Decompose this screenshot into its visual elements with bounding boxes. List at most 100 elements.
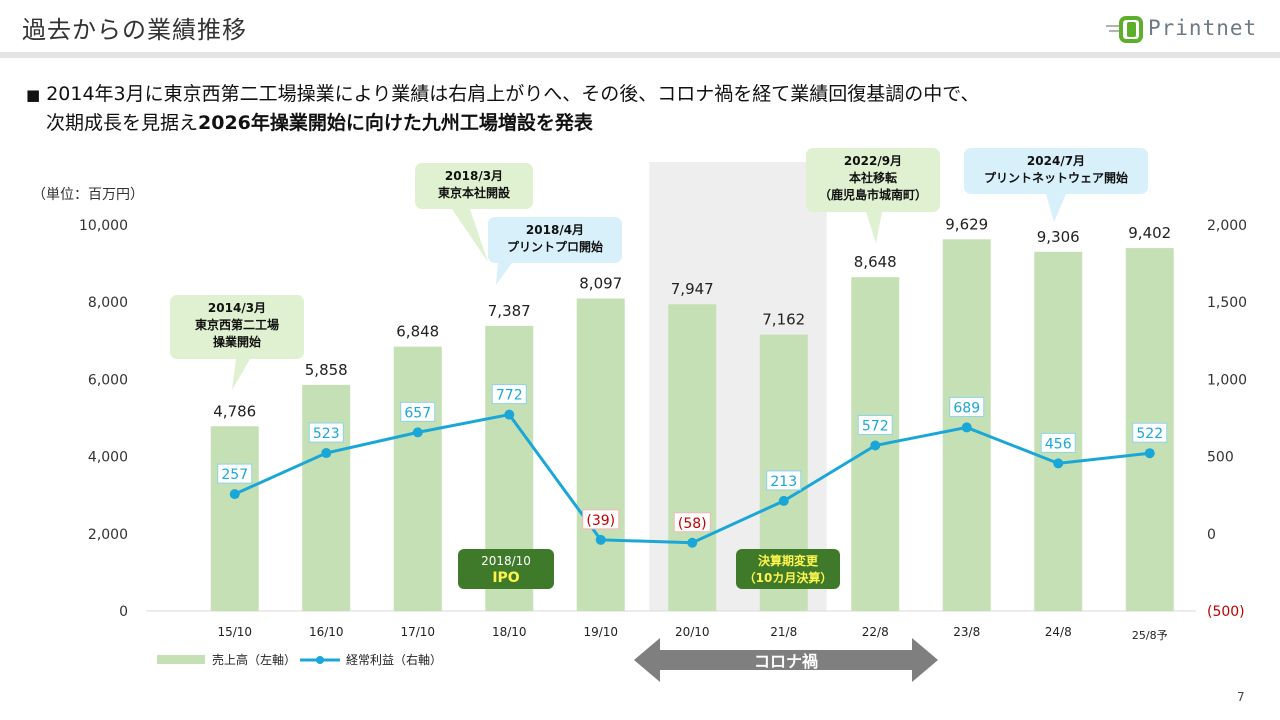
ordinary-profit-point (1053, 458, 1064, 469)
revenue-data-label: 4,786 (213, 402, 256, 420)
category-tick-label: 25/8予 (1132, 629, 1168, 642)
profit-data-label: 689 (953, 400, 980, 416)
callout-text-line: 東京西第二工場 (194, 318, 279, 332)
callout-text-line: （鹿児島市城南町） (818, 188, 927, 202)
milestone-callout: 2022/9月 本社移転 （鹿児島市城南町） (806, 148, 940, 212)
ordinary-profit-point (229, 489, 240, 500)
category-tick-label: 15/10 (217, 625, 252, 639)
covid-double-arrow (634, 638, 938, 682)
ordinary-profit-point (321, 448, 332, 459)
right-axis-tick-label: 1,000 (1207, 372, 1247, 388)
category-tick-label: 17/10 (400, 625, 435, 639)
profit-data-label: 257 (221, 467, 248, 483)
callout-pointer (496, 263, 512, 285)
left-axis-tick-label: 4,000 (88, 450, 128, 466)
right-axis-tick-label: 2,000 (1207, 218, 1247, 234)
profit-label-box (582, 509, 620, 530)
revenue-bar (1034, 251, 1083, 612)
profit-data-label: 657 (404, 405, 431, 421)
left-axis-tick-label: 10,000 (79, 218, 128, 234)
callout-text-line: 2018/3月 (444, 169, 504, 183)
callout-text-line: プリントプロ開始 (506, 240, 603, 254)
ipo-badge: 2018/10 IPO (458, 549, 554, 589)
ordinary-profit-point (412, 427, 423, 438)
profit-label-box (766, 470, 802, 491)
page-number: 7 (1237, 690, 1245, 704)
covid-label: コロナ禍 (754, 652, 818, 671)
printnet-logo: Printnet (1106, 12, 1266, 46)
callout-text-line: 操業開始 (212, 335, 261, 349)
callout-text-line: 2018/4月 (525, 223, 585, 237)
ordinary-profit-point (687, 537, 698, 548)
revenue-data-label: 9,402 (1128, 224, 1171, 242)
headline-line-1: 2014年3月に東京西第二工場操業により業績は右肩上がりへ、その後、コロナ禍を経… (46, 83, 980, 105)
category-tick-label: 22/8 (862, 625, 889, 639)
logo-mark-icon (1106, 16, 1143, 43)
revenue-bar (210, 426, 259, 611)
category-tick-label: 19/10 (583, 625, 618, 639)
right-axis-tick-label: 1,500 (1207, 295, 1247, 311)
revenue-bar (576, 298, 625, 611)
milestone-callout: 2014/3月 東京西第二工場 操業開始 (170, 295, 304, 359)
category-tick-label: 16/10 (309, 625, 344, 639)
logo-text: Printnet (1148, 16, 1258, 40)
right-axis-tick-label: (500) (1207, 604, 1245, 620)
profit-data-label: 572 (862, 418, 889, 434)
legend-profit-label: 経常利益（右軸） (346, 652, 442, 667)
revenue-data-label: 8,097 (579, 274, 622, 292)
profit-data-label: (58) (678, 516, 707, 532)
profit-label-box (949, 396, 985, 417)
ordinary-profit-point (595, 534, 606, 545)
callout-text-line: 本社移転 (848, 171, 897, 185)
revenue-bar (668, 304, 717, 611)
profit-data-label: 213 (770, 474, 797, 490)
callout-pointer (1046, 194, 1066, 222)
milestone-callout: 2018/3月 東京本社開設 (415, 163, 533, 209)
revenue-data-label: 9,306 (1037, 228, 1080, 246)
profit-data-label: 523 (313, 426, 340, 442)
ordinary-profit-point (504, 409, 515, 420)
ipo-date: 2018/10 (481, 554, 531, 568)
profit-label-box (217, 463, 253, 484)
profit-data-label: 456 (1045, 436, 1072, 452)
profit-label-box (1040, 432, 1076, 453)
profit-data-label: 772 (496, 388, 523, 404)
ordinary-profit-point (870, 440, 881, 451)
callout-text-line: 2022/9月 (843, 154, 903, 168)
right-axis-tick-label: 500 (1207, 450, 1234, 466)
category-tick-label: 23/8 (953, 625, 980, 639)
milestone-callout: 2018/4月プリントプロ開始 (488, 217, 622, 263)
category-tick-label: 21/8 (770, 625, 797, 639)
ipo-label: IPO (492, 570, 520, 586)
callout-pointer (232, 359, 250, 390)
callout-text-line: プリントネットウェア開始 (983, 171, 1128, 185)
category-tick-label: 20/10 (675, 625, 710, 639)
fiscal-change-badge: 決算期変更 （10カ月決算） (736, 549, 840, 589)
left-axis-tick-label: 8,000 (88, 295, 128, 311)
revenue-data-label: 7,162 (762, 311, 805, 329)
milestone-callout: 2024/7月 プリントネットウェア開始 (964, 148, 1148, 194)
fiscal-change-line-2: （10カ月決算） (743, 571, 833, 585)
headline-line-2: 次期成長を見据え (46, 112, 199, 134)
profit-label-box (1132, 422, 1168, 443)
callout-text-line: 2014/3月 (207, 301, 267, 315)
revenue-bar (393, 346, 442, 611)
left-axis-tick-label: 6,000 (88, 372, 128, 388)
headline-emphasis: 2026年操業開始に向けた九州工場増設を発表 (198, 112, 593, 134)
ordinary-profit-point (1144, 448, 1155, 459)
callout-pointer (452, 209, 488, 262)
left-axis-tick-label: 2,000 (88, 527, 128, 543)
revenue-data-label: 7,947 (671, 280, 714, 298)
revenue-data-label: 5,858 (305, 361, 348, 379)
right-axis-tick-label: 0 (1207, 527, 1216, 543)
unit-label: （単位：百万円） (32, 187, 144, 203)
category-tick-label: 18/10 (492, 625, 527, 639)
title-divider (0, 52, 1280, 58)
profit-label-box (857, 414, 893, 435)
profit-label-box (673, 512, 711, 533)
callout-text-line: 東京本社開設 (437, 186, 510, 200)
ordinary-profit-point (961, 422, 972, 433)
callout-pointer (866, 212, 882, 243)
revenue-data-label: 6,848 (396, 323, 439, 341)
revenue-data-label: 8,648 (854, 253, 897, 271)
